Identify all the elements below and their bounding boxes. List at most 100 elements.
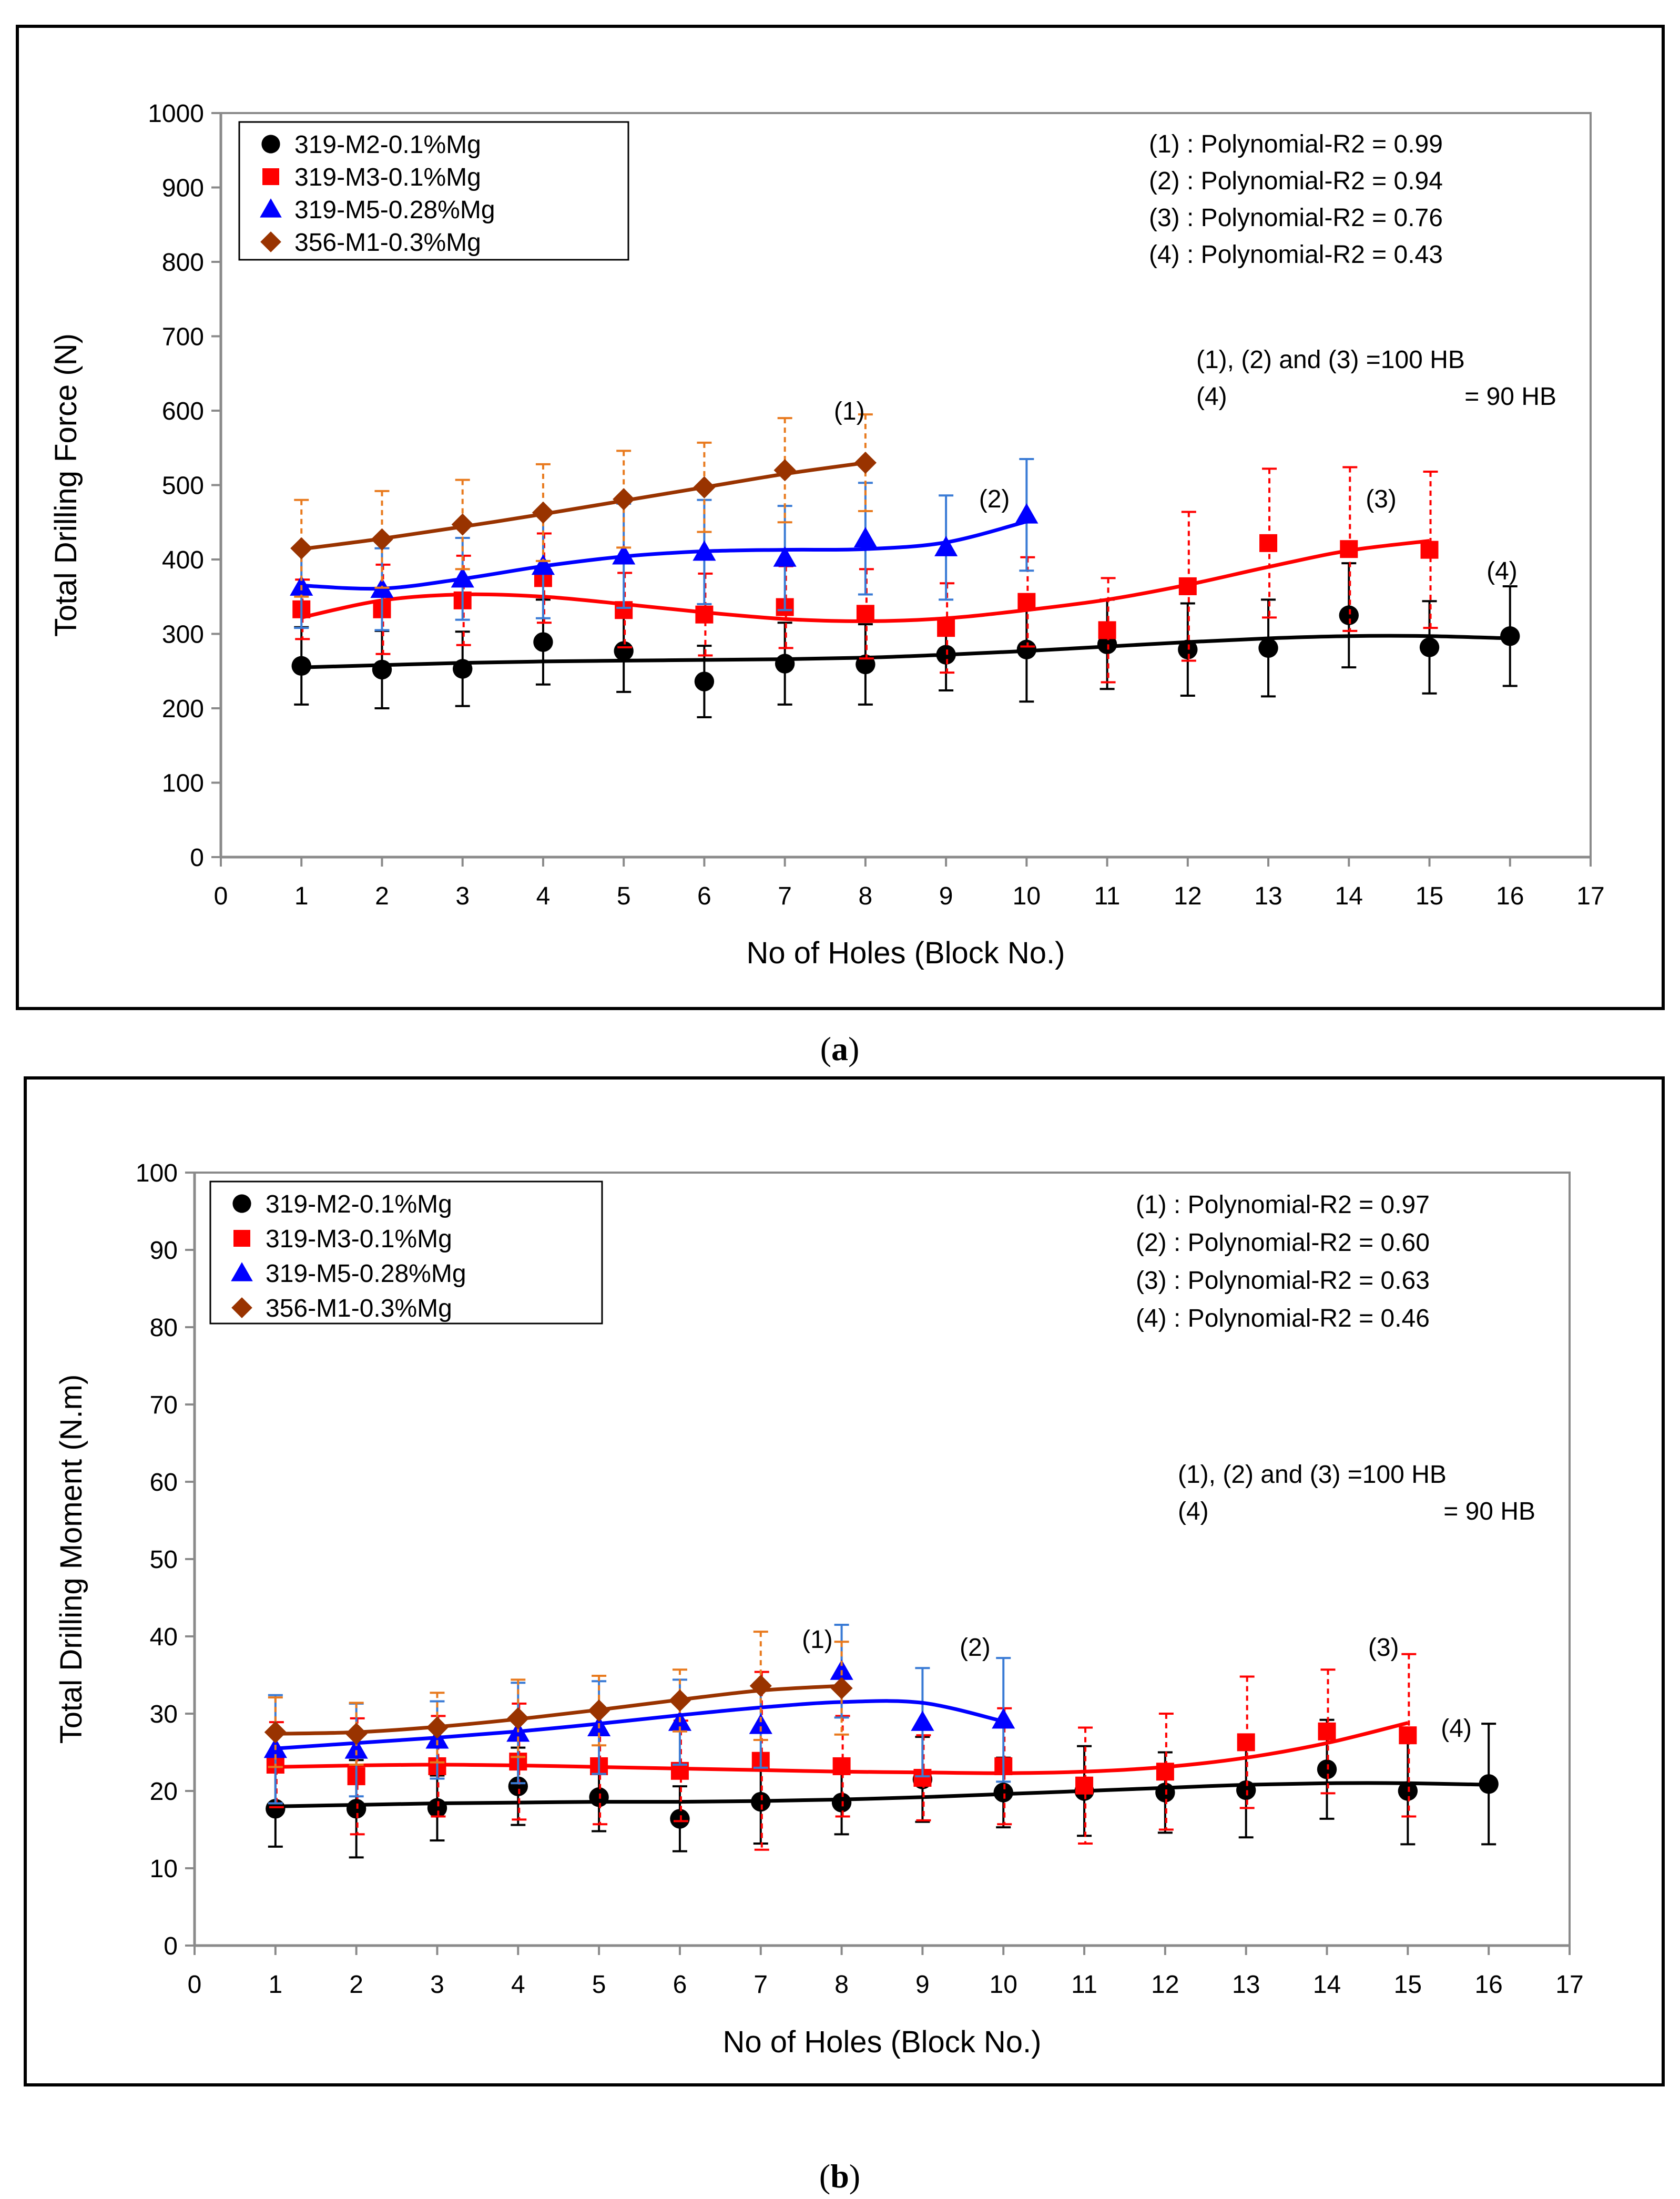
- fit-stat-line: (4) : Polynomial-R2 = 0.46: [1136, 1305, 1430, 1332]
- data-point: [344, 1738, 368, 1759]
- fit-stat-line: (1) : Polynomial-R2 = 0.99: [1149, 130, 1443, 158]
- y-tick-label: 0: [164, 1932, 178, 1960]
- legend-marker: [260, 231, 281, 252]
- x-tick-label: 14: [1313, 1971, 1341, 1999]
- legend-entry-label: 319-M3-0.1%Mg: [266, 1225, 452, 1253]
- fit-stat-line: (3) : Polynomial-R2 = 0.63: [1136, 1267, 1430, 1295]
- panel-a-caption-letter: a: [831, 1030, 848, 1067]
- data-point: [372, 659, 392, 680]
- hardness-note: (1), (2) and (3) =100 HB (4) = 90 HB: [1196, 346, 1556, 411]
- fit-stat-line: (2) : Polynomial-R2 = 0.60: [1136, 1229, 1430, 1257]
- data-point: [694, 671, 715, 691]
- hardness-value: = 90 HB: [1443, 1498, 1535, 1525]
- trend-line: [301, 634, 1510, 669]
- data-point: [533, 632, 553, 652]
- data-point: [614, 641, 634, 661]
- legend-entry-label: 319-M5-0.28%Mg: [294, 196, 495, 224]
- y-axis-ticks: 0 100 200 300 400 500 600 700 800 900 1000: [148, 100, 221, 872]
- y-tick-label: 0: [190, 844, 204, 872]
- y-tick-label: 30: [150, 1701, 178, 1728]
- data-point: [451, 513, 474, 536]
- x-tick-label: 11: [1094, 882, 1121, 910]
- y-tick-label: 50: [150, 1546, 178, 1574]
- data-point: [1340, 540, 1358, 558]
- curve-labels: (1) (2) (3) (4): [834, 398, 1518, 585]
- x-tick-label: 17: [1555, 1971, 1583, 1999]
- y-tick-label: 40: [150, 1623, 178, 1651]
- data-point: [1075, 1776, 1094, 1795]
- curve-label: (2): [960, 1634, 991, 1662]
- legend-marker: [231, 1297, 252, 1318]
- x-axis-label: No of Holes (Block No.): [723, 2025, 1042, 2059]
- x-tick-label: 12: [1174, 882, 1202, 910]
- trend-line: [275, 1684, 842, 1736]
- y-axis-ticks: 0 10 20 30 40 50 60 70 80 90 100: [136, 1159, 195, 1960]
- x-tick-label: 10: [990, 1971, 1017, 1999]
- data-point: [1318, 1722, 1336, 1740]
- data-point: [853, 527, 877, 547]
- hardness-label: (4): [1178, 1498, 1209, 1525]
- data-point: [695, 605, 714, 624]
- data-point: [775, 654, 795, 674]
- data-point: [1419, 637, 1440, 657]
- data-point: [751, 1791, 771, 1812]
- y-tick-label: 80: [150, 1314, 178, 1342]
- x-tick-label: 5: [617, 882, 631, 910]
- data-point: [612, 544, 636, 565]
- x-tick-label: 3: [430, 1971, 444, 1999]
- trend-line: [301, 520, 1027, 591]
- x-axis-label: No of Holes (Block No.): [747, 936, 1065, 970]
- x-tick-label: 15: [1394, 1971, 1422, 1999]
- legend-entry-label: 356-M1-0.3%Mg: [294, 229, 481, 257]
- data-point: [1156, 1763, 1174, 1781]
- data-point: [1098, 621, 1116, 639]
- legend-entry-label: 319-M3-0.1%Mg: [294, 164, 481, 191]
- data-point: [854, 451, 877, 474]
- x-tick-label: 13: [1232, 1971, 1260, 1999]
- data-point: [290, 537, 313, 559]
- curve-label: (4): [1486, 557, 1518, 585]
- legend-marker: [231, 1262, 253, 1281]
- fit-statistics: (1) : Polynomial-R2 = 0.99 (2) : Polynomi…: [1149, 130, 1443, 269]
- y-tick-label: 800: [162, 249, 204, 277]
- data-point: [1015, 503, 1038, 524]
- y-tick-label: 100: [136, 1159, 178, 1187]
- data-point: [773, 459, 796, 482]
- data-point: [613, 488, 635, 511]
- data-point: [1016, 639, 1037, 659]
- data-point: [693, 476, 716, 498]
- x-tick-label: 6: [697, 882, 711, 910]
- curve-labels: (1) (2) (3) (4): [802, 1626, 1472, 1743]
- legend: 319-M2-0.1%Mg 319-M3-0.1%Mg 319-M5-0.28%Mg…: [238, 121, 629, 261]
- data-point: [1097, 634, 1117, 655]
- y-tick-label: 500: [162, 472, 204, 500]
- data-point: [749, 1675, 772, 1697]
- y-tick-label: 700: [162, 323, 204, 351]
- fit-stat-line: (2) : Polynomial-R2 = 0.94: [1149, 167, 1443, 195]
- panel-b-caption: (b): [819, 2157, 860, 2195]
- x-tick-label: 14: [1335, 882, 1363, 910]
- legend: 319-M2-0.1%Mg 319-M3-0.1%Mg 319-M5-0.28%Mg…: [209, 1180, 603, 1325]
- data-point: [427, 1798, 447, 1818]
- panel-b-caption-letter: b: [830, 2157, 849, 2195]
- legend-entry-label: 319-M2-0.1%Mg: [266, 1190, 452, 1218]
- x-tick-label: 0: [188, 1971, 202, 1999]
- curve-label: (1): [802, 1626, 833, 1654]
- x-tick-label: 16: [1496, 882, 1524, 910]
- data-point: [773, 546, 797, 567]
- legend-marker: [261, 135, 280, 154]
- data-point: [830, 1660, 853, 1680]
- x-tick-label: 5: [592, 1971, 606, 1999]
- data-point: [993, 1783, 1013, 1803]
- data-point: [1339, 605, 1359, 625]
- x-tick-label: 3: [455, 882, 470, 910]
- data-point: [856, 605, 874, 623]
- x-axis-ticks: 0 1 2 3 4 5 6 7 8 9 10 11 12 13 14 15 16 17: [188, 1946, 1584, 1999]
- data-point: [693, 540, 716, 561]
- fit-stat-line: (1) : Polynomial-R2 = 0.97: [1136, 1191, 1430, 1219]
